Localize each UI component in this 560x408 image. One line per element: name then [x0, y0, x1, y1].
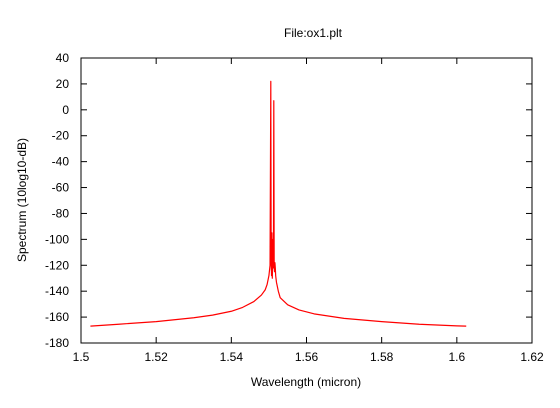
y-tick-label: -120 [45, 258, 69, 272]
series-layer [90, 80, 467, 327]
chart-title: File:ox1.plt [284, 26, 343, 40]
y-tick-label: -40 [52, 155, 70, 169]
y-axis: -180 -160 -140 -120 -100 -80 -60 -40 -20 0 20 40 [45, 51, 532, 350]
y-axis-title: Spectrum (10log10-dB) [15, 138, 29, 262]
x-axis-title: Wavelength (micron) [251, 375, 361, 389]
spectrum-line [90, 80, 467, 327]
y-tick-label: -80 [52, 206, 70, 220]
y-tick-label: -160 [45, 310, 69, 324]
x-tick-label: 1.52 [144, 350, 168, 364]
y-tick-label: -140 [45, 284, 69, 298]
y-tick-label: -60 [52, 181, 70, 195]
y-tick-label: 40 [56, 51, 70, 65]
x-tick-label: 1.5 [73, 350, 90, 364]
x-tick-label: 1.56 [295, 350, 319, 364]
x-tick-label: 1.58 [370, 350, 394, 364]
x-tick-label: 1.62 [520, 350, 544, 364]
y-tick-label: 20 [56, 77, 70, 91]
x-axis: 1.5 1.52 1.54 1.56 1.58 1.6 1.62 [73, 58, 544, 364]
x-tick-label: 1.6 [448, 350, 465, 364]
plot-frame [80, 57, 533, 344]
y-tick-label: -180 [45, 336, 69, 350]
y-tick-label: -20 [52, 129, 70, 143]
y-tick-label: -100 [45, 232, 69, 246]
x-tick-label: 1.54 [220, 350, 244, 364]
y-tick-label: 0 [62, 103, 69, 117]
